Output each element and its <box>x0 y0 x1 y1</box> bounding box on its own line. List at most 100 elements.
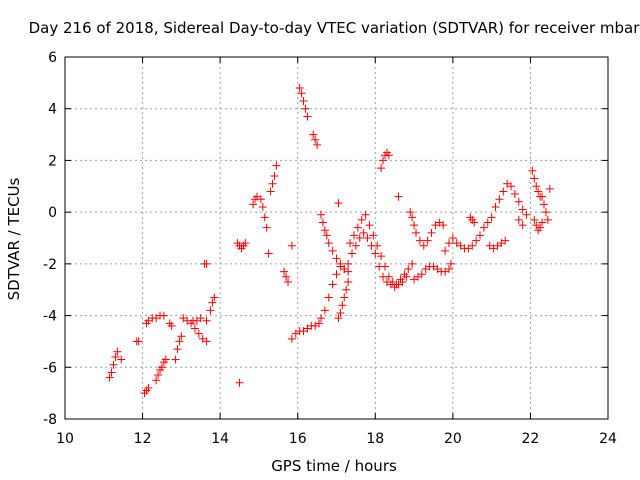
data-point <box>384 151 393 160</box>
data-point <box>532 182 541 191</box>
data-point <box>522 210 531 219</box>
data-point <box>194 329 203 338</box>
data-point <box>543 215 552 224</box>
data-point <box>320 226 329 235</box>
data-point <box>282 272 291 281</box>
data-point <box>349 231 358 240</box>
data-point <box>365 221 374 230</box>
data-point <box>499 187 508 196</box>
data-point <box>369 231 378 240</box>
data-point <box>394 192 403 201</box>
data-point <box>241 239 250 248</box>
data-point <box>541 208 550 217</box>
data-point <box>334 199 343 208</box>
data-point <box>491 202 500 211</box>
data-point <box>545 184 554 193</box>
data-point <box>113 347 122 356</box>
data-point <box>359 228 368 237</box>
data-point <box>439 221 448 230</box>
data-point <box>342 285 351 294</box>
chart-title: Day 216 of 2018, Sidereal Day-to-day VTE… <box>29 19 640 37</box>
data-point <box>487 213 496 222</box>
data-point <box>530 215 539 224</box>
data-point <box>313 140 322 149</box>
y-axis-label: SDTVAR / TECUs <box>5 177 23 300</box>
data-point <box>332 270 341 279</box>
data-point <box>301 104 310 113</box>
data-point <box>483 218 492 227</box>
data-point <box>518 205 527 214</box>
data-point <box>287 334 296 343</box>
data-point <box>355 234 364 242</box>
data-point <box>324 293 333 302</box>
data-point <box>351 241 360 250</box>
data-point <box>157 363 166 372</box>
data-point <box>528 166 537 175</box>
data-point <box>392 280 401 289</box>
data-point <box>444 265 453 274</box>
x-tick-label: 20 <box>444 431 462 447</box>
data-point <box>284 277 293 286</box>
data-point <box>412 228 421 237</box>
data-point <box>272 161 281 170</box>
data-point <box>202 316 211 325</box>
data-point <box>175 337 184 346</box>
data-point <box>154 371 163 380</box>
data-point <box>446 259 455 268</box>
data-point <box>202 337 211 346</box>
data-point <box>303 112 312 121</box>
data-point <box>380 262 389 271</box>
data-point <box>340 293 349 302</box>
plot-frame <box>64 56 609 420</box>
x-tick-label: 22 <box>522 431 540 447</box>
data-point <box>328 280 337 289</box>
x-axis-label: GPS time / hours <box>271 457 397 475</box>
data-point <box>152 376 161 385</box>
data-point <box>297 89 306 98</box>
data-point <box>530 174 539 183</box>
data-point <box>534 187 543 196</box>
y-tick-label: 6 <box>48 50 57 66</box>
data-point <box>501 236 510 245</box>
data-point <box>270 171 279 180</box>
data-point <box>518 221 527 230</box>
data-point <box>510 190 519 199</box>
data-point <box>423 236 432 245</box>
data-point <box>177 332 186 341</box>
data-point <box>167 321 176 330</box>
data-point <box>538 192 547 201</box>
y-tick-label: -8 <box>43 412 57 428</box>
x-tick-label: 18 <box>366 431 384 447</box>
data-point <box>400 270 409 279</box>
data-point <box>249 200 258 209</box>
data-point <box>324 239 333 248</box>
data-point <box>316 210 325 219</box>
data-point <box>256 195 265 204</box>
data-point <box>444 239 453 248</box>
data-point <box>295 84 304 93</box>
x-tick-label: 16 <box>289 431 307 447</box>
data-point <box>262 223 271 232</box>
data-point <box>235 378 244 387</box>
data-point <box>408 213 417 222</box>
data-point <box>384 272 393 281</box>
data-point <box>268 179 277 188</box>
data-point <box>348 249 357 258</box>
x-tick-label: 10 <box>56 431 74 447</box>
data-point <box>410 221 419 230</box>
data-point <box>514 215 523 224</box>
data-point <box>448 234 457 242</box>
data-points <box>105 84 554 398</box>
data-point <box>470 218 479 227</box>
data-point <box>196 314 205 323</box>
data-point <box>427 228 436 237</box>
data-point <box>408 259 417 268</box>
data-point <box>344 259 353 268</box>
data-point <box>161 355 170 364</box>
data-point <box>404 265 413 274</box>
data-point <box>320 306 329 315</box>
y-tick-label: 2 <box>48 153 57 169</box>
data-point <box>336 259 345 268</box>
data-point <box>507 182 516 191</box>
